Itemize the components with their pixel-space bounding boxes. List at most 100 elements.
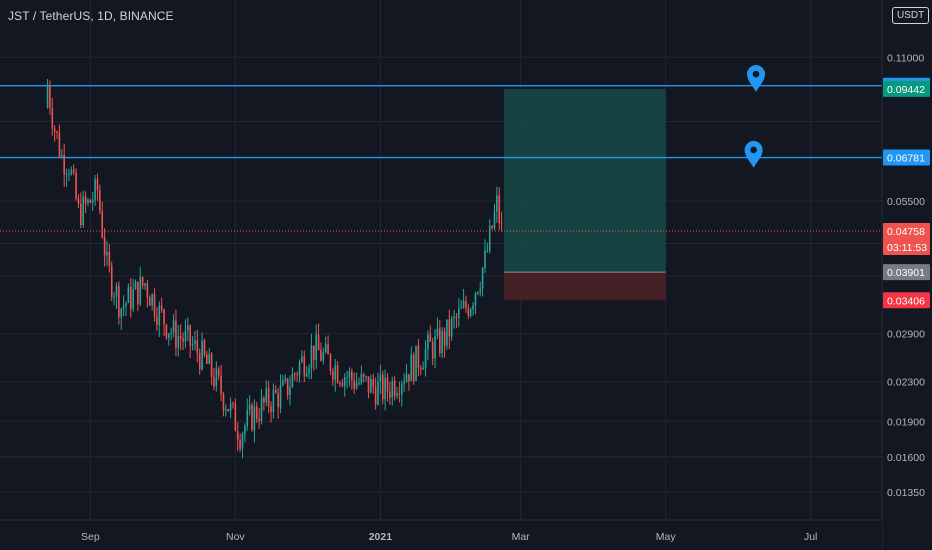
candle-body <box>367 376 370 393</box>
target-price-tag-bg <box>883 80 930 97</box>
candle-body <box>286 378 289 396</box>
candle-body <box>467 308 470 316</box>
candle-body <box>106 251 108 256</box>
candle-body <box>391 381 394 398</box>
candle-body <box>246 410 249 427</box>
candle-body <box>91 200 94 203</box>
candle-body <box>498 195 501 223</box>
candle-body <box>491 225 493 229</box>
candle-body <box>324 343 327 353</box>
candle-body <box>210 354 213 377</box>
candle-body <box>301 356 303 363</box>
current-price-tag-countdown: 03:11:53 <box>887 242 927 254</box>
candle-body <box>277 392 279 408</box>
pin-hole <box>752 70 760 78</box>
candle-body <box>191 344 194 346</box>
candle-body <box>386 377 389 392</box>
candle-body <box>125 302 127 306</box>
candle-body <box>270 406 272 413</box>
candle-body <box>436 328 439 337</box>
candle-body <box>170 332 172 334</box>
candle-body <box>434 336 436 359</box>
entry-price-tag: 0.03901 <box>883 264 930 281</box>
candle-body <box>163 309 165 325</box>
horizontal-lines[interactable] <box>0 85 882 232</box>
candle-body <box>303 356 306 377</box>
price-tick-label: 0.01600 <box>887 452 925 464</box>
candle-body <box>365 376 367 378</box>
candle-body <box>253 406 256 431</box>
pin-marker-icon[interactable] <box>747 65 765 93</box>
position-tool[interactable] <box>504 88 666 301</box>
candle-body <box>194 340 196 345</box>
candle-body <box>227 409 230 412</box>
time-axis[interactable]: Sep Nov 2021 Mar May Jul <box>0 519 882 550</box>
candle-body <box>289 387 291 396</box>
candle-body <box>431 341 434 359</box>
candle-body <box>201 340 203 370</box>
hline-price-tag-2-text: 0.06781 <box>887 153 925 165</box>
candle-body <box>400 383 403 395</box>
candle-body <box>206 354 208 364</box>
candle-body <box>213 376 215 387</box>
symbol-title: JST / TetherUS, 1D, BINANCE <box>8 9 174 23</box>
candle-body <box>410 354 413 382</box>
candle-body <box>358 382 360 384</box>
candle-body <box>122 305 125 309</box>
currency-button[interactable]: USDT <box>892 7 930 24</box>
candle-body <box>403 381 405 384</box>
candle-body <box>308 367 310 374</box>
candle-body <box>315 334 317 360</box>
candle-body <box>329 354 332 371</box>
grid <box>0 0 882 520</box>
candle-body <box>422 367 424 370</box>
time-tick-label: Mar <box>512 531 531 543</box>
candle-body <box>500 222 503 224</box>
candle-body <box>234 403 237 432</box>
candle-body <box>182 338 184 342</box>
candle-body <box>255 406 258 420</box>
candle-body <box>49 85 51 109</box>
candle-body <box>405 374 408 382</box>
candle-body <box>419 368 422 370</box>
markers[interactable] <box>744 65 765 168</box>
candle-body <box>82 196 85 226</box>
candle-body <box>248 404 251 411</box>
candle-body <box>172 320 175 333</box>
candle-body <box>132 289 134 309</box>
candle-body <box>381 374 384 400</box>
candle-body <box>267 387 270 407</box>
candle-body <box>70 169 73 174</box>
time-tick-label: May <box>656 531 677 543</box>
candle-body <box>284 378 287 381</box>
candle-body <box>453 316 455 319</box>
pin-marker-icon[interactable] <box>744 140 763 168</box>
candle-body <box>341 382 344 387</box>
candle-body <box>120 308 123 318</box>
candle-body <box>146 283 149 298</box>
candle-body <box>103 237 106 256</box>
candle-body <box>101 210 104 238</box>
candle-body <box>75 172 77 199</box>
candle-body <box>137 281 139 305</box>
price-tick-label: 0.02300 <box>887 377 925 389</box>
candle-body <box>334 365 337 380</box>
price-axis[interactable]: 0.11000 0.05500 0.02900 0.02300 0.01900 0.016… <box>881 0 932 550</box>
candle-body <box>134 281 137 290</box>
candle-body <box>61 154 63 157</box>
hline-price-tag-2-bg <box>883 149 930 166</box>
candle-body <box>493 211 496 229</box>
candle-body <box>115 285 118 297</box>
stop-price-tag-bg <box>883 292 930 309</box>
candle-body <box>236 431 239 440</box>
candle-body <box>220 375 222 394</box>
candle-body <box>265 387 268 403</box>
candle-body <box>58 132 61 157</box>
time-tick-label: Nov <box>226 531 245 543</box>
candle-body <box>496 195 498 212</box>
candle-body <box>274 389 277 393</box>
candle-body <box>332 370 334 380</box>
candle-body <box>348 371 351 378</box>
entry-price-tag-bg <box>883 264 930 281</box>
